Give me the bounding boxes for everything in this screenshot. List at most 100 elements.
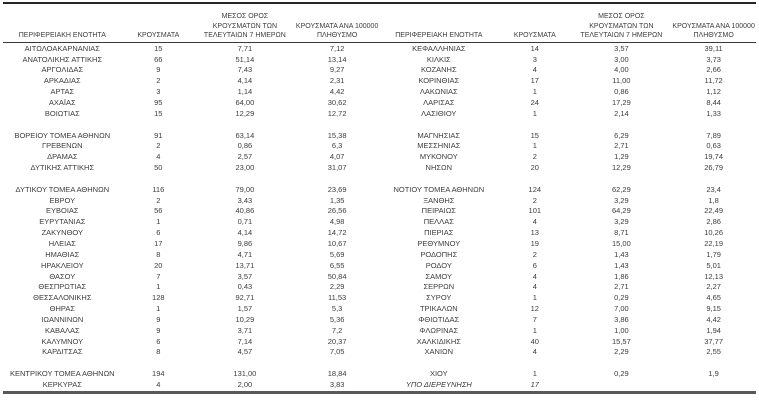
cases-column-header: ΚΡΟΥΣΜΑΤΑ bbox=[498, 4, 572, 43]
table-row: ΚΕΡΚΥΡΑΣ 4 2,00 3,83 bbox=[3, 380, 380, 391]
table-row: ΘΕΣΠΡΩΤΙΑΣ 1 0,43 2,29 bbox=[3, 282, 380, 293]
avg7-cell: 3,86 bbox=[614, 314, 629, 324]
region-cell: ΠΕΛΛΑΣ bbox=[423, 217, 454, 227]
per100k-cell: 1,94 bbox=[706, 325, 721, 335]
avg7-cell: 63,14 bbox=[235, 130, 255, 140]
cases-cell: 1 bbox=[532, 108, 537, 118]
region-cell: ΡΟΔΟΥ bbox=[425, 260, 452, 270]
table-row: ΘΕΣΣΑΛΟΝΙΚΗΣ 128 92,71 11,53 bbox=[3, 293, 380, 304]
region-cell: ΣΥΡΟΥ bbox=[426, 293, 452, 303]
cases-cell: 8 bbox=[156, 347, 161, 357]
region-cell: ΥΠΟ ΔΙΕΡΕΥΝΗΣΗ bbox=[405, 379, 472, 389]
per100k-cell: 12,13 bbox=[704, 271, 724, 281]
cases-cell: 1 bbox=[532, 87, 537, 97]
region-cell: ΧΑΛΚΙΔΙΚΗΣ bbox=[416, 336, 461, 346]
table-row: ΠΕΛΛΑΣ 4 3,29 2,86 bbox=[380, 217, 757, 228]
table-row: ΝΟΤΙΟΥ ΤΟΜΕΑ ΑΘΗΝΩΝ 124 62,29 23,4 bbox=[380, 185, 757, 196]
avg7-cell: 3,43 bbox=[237, 195, 253, 205]
avg7-cell: 10,29 bbox=[235, 314, 255, 324]
per100k-cell: 4,07 bbox=[329, 152, 345, 162]
regional-cases-table-left: ΠΕΡΙΦΕΡΕΙΑΚΗ ΕΝΟΤΗΤΑ ΚΡΟΥΣΜΑΤΑ ΜΕΣΟΣ ΟΡΟ… bbox=[3, 4, 380, 391]
region-column-header: ΠΕΡΙΦΕΡΕΙΑΚΗ ΕΝΟΤΗΤΑ bbox=[379, 4, 499, 43]
cases-cell: 91 bbox=[154, 130, 163, 140]
avg7-cell: 1,14 bbox=[237, 87, 253, 97]
table-row: ΑΧΑΪΑΣ 95 64,00 30,62 bbox=[3, 98, 380, 109]
avg7-cell: 3,57 bbox=[237, 271, 253, 281]
region-cell: ΕΥΒΟΙΑΣ bbox=[46, 206, 79, 216]
per100k-cell: 3,73 bbox=[706, 54, 721, 64]
table-row: ΦΛΩΡΙΝΑΣ 1 1,00 1,94 bbox=[380, 326, 757, 337]
region-cell: ΑΙΤΩΛΟΑΚΑΡΝΑΝΙΑΣ bbox=[24, 43, 100, 53]
per100k-cell: 15,38 bbox=[327, 130, 347, 140]
table-row: ΔΥΤΙΚΗΣ ΑΤΤΙΚΗΣ 50 23,00 31,07 bbox=[3, 163, 380, 174]
avg7-cell: 17,29 bbox=[611, 98, 631, 107]
cases-cell: 101 bbox=[528, 206, 542, 216]
table-row: ΖΑΚΥΝΘΟΥ 6 4,14 14,72 bbox=[3, 228, 380, 239]
avg7-cell: 7,71 bbox=[237, 43, 253, 53]
table-row: ΛΑΣΙΘΙΟΥ 1 2,14 1,33 bbox=[380, 109, 757, 120]
avg7-cell: 0,71 bbox=[237, 217, 253, 227]
per100k-cell: 2,66 bbox=[706, 65, 721, 75]
avg7-cell bbox=[572, 174, 672, 185]
cases-cell: 2 bbox=[532, 152, 537, 162]
avg7-cell: 3,29 bbox=[614, 217, 629, 227]
cases-cell: 17 bbox=[154, 238, 163, 248]
region-cell: ΚΑΛΥΜΝΟΥ bbox=[41, 336, 84, 346]
avg7-cell: 15,00 bbox=[611, 238, 631, 248]
cases-cell: 15 bbox=[154, 43, 163, 53]
per100k-cell: 9,27 bbox=[329, 65, 345, 75]
per100k-cell: 6,55 bbox=[329, 260, 345, 270]
cases-cell: 124 bbox=[528, 184, 542, 194]
per100k-cell: 2,86 bbox=[706, 217, 721, 227]
region-cell: ΚΟΖΑΝΗΣ bbox=[420, 65, 457, 75]
cases-cell: 20 bbox=[530, 163, 539, 173]
table-row: ΣΥΡΟΥ 1 0,29 4,65 bbox=[380, 293, 757, 304]
cases-cell: 19 bbox=[530, 238, 539, 248]
table-row: ΑΡΓΟΛΙΔΑΣ 9 7,43 9,27 bbox=[3, 65, 380, 76]
table-row: ΕΒΡΟΥ 2 3,43 1,35 bbox=[3, 196, 380, 207]
header-row: ΠΕΡΙΦΕΡΕΙΑΚΗ ΕΝΟΤΗΤΑ ΚΡΟΥΣΜΑΤΑ ΜΕΣΟΣ ΟΡΟ… bbox=[3, 4, 380, 43]
avg7-cell: 2,14 bbox=[614, 108, 629, 118]
region-cell: ΛΑΣΙΘΙΟΥ bbox=[421, 108, 457, 118]
per100k-cell: 23,4 bbox=[706, 184, 721, 194]
cases-cell: 3 bbox=[532, 54, 537, 64]
region-cell: ΜΕΣΣΗΝΙΑΣ bbox=[417, 141, 461, 151]
table-row: ΜΥΚΟΝΟΥ 2 1,29 19,74 bbox=[380, 152, 757, 163]
cases-cell: 4 bbox=[532, 217, 537, 227]
per100k-cell: 14,72 bbox=[327, 228, 347, 238]
cases-cell bbox=[498, 120, 571, 131]
table-row: ΑΙΤΩΛΟΑΚΑΡΝΑΝΙΑΣ 15 7,71 7,12 bbox=[3, 42, 380, 54]
region-column-header: ΠΕΡΙΦΕΡΕΙΑΚΗ ΕΝΟΤΗΤΑ bbox=[3, 4, 122, 43]
table-row bbox=[380, 120, 757, 131]
table-row: ΑΡΤΑΣ 3 1,14 4,42 bbox=[3, 87, 380, 98]
region-cell: ΛΑΡΙΣΑΣ bbox=[423, 98, 455, 107]
table-row: ΚΟΡΙΝΘΙΑΣ 17 11,00 11,72 bbox=[380, 76, 757, 87]
cases-cell: 4 bbox=[156, 379, 161, 389]
region-cell: ΚΕΦΑΛΛΗΝΙΑΣ bbox=[412, 43, 466, 53]
avg7-cell: 62,29 bbox=[611, 184, 631, 194]
cases-cell: 6 bbox=[156, 228, 161, 238]
per100k-cell: 10,67 bbox=[327, 238, 347, 248]
table-row bbox=[380, 174, 757, 185]
per100k-cell bbox=[671, 380, 756, 391]
per100k-cell: 7,89 bbox=[706, 130, 721, 140]
region-cell: ΘΕΣΣΑΛΟΝΙΚΗΣ bbox=[33, 293, 92, 303]
avg7-cell bbox=[195, 174, 295, 185]
per100k-cell: 1,35 bbox=[329, 195, 345, 205]
region-cell bbox=[380, 174, 499, 185]
avg7-cell: 2,29 bbox=[614, 347, 629, 357]
cases-cell bbox=[122, 120, 195, 131]
per100k-cell bbox=[671, 358, 756, 369]
cases-cell: 3 bbox=[156, 87, 161, 97]
per100k-cell: 1,79 bbox=[706, 249, 721, 259]
avg7-cell: 3,00 bbox=[614, 54, 629, 64]
avg7-cell: 131,00 bbox=[233, 369, 257, 379]
table-row bbox=[3, 358, 380, 369]
per100k-cell: 5,69 bbox=[329, 249, 345, 259]
right-table-body: ΚΕΦΑΛΛΗΝΙΑΣ 14 3,57 39,11 ΚΙΛΚΙΣ 3 3,00 … bbox=[380, 42, 757, 391]
table-row: ΦΘΙΩΤΙΔΑΣ 7 3,86 4,42 bbox=[380, 315, 757, 326]
avg7-cell: 64,00 bbox=[235, 98, 255, 107]
per100k-cell: 31,07 bbox=[327, 163, 347, 173]
cases-cell: 14 bbox=[530, 43, 539, 53]
region-cell: ΗΜΑΘΙΑΣ bbox=[45, 249, 80, 259]
